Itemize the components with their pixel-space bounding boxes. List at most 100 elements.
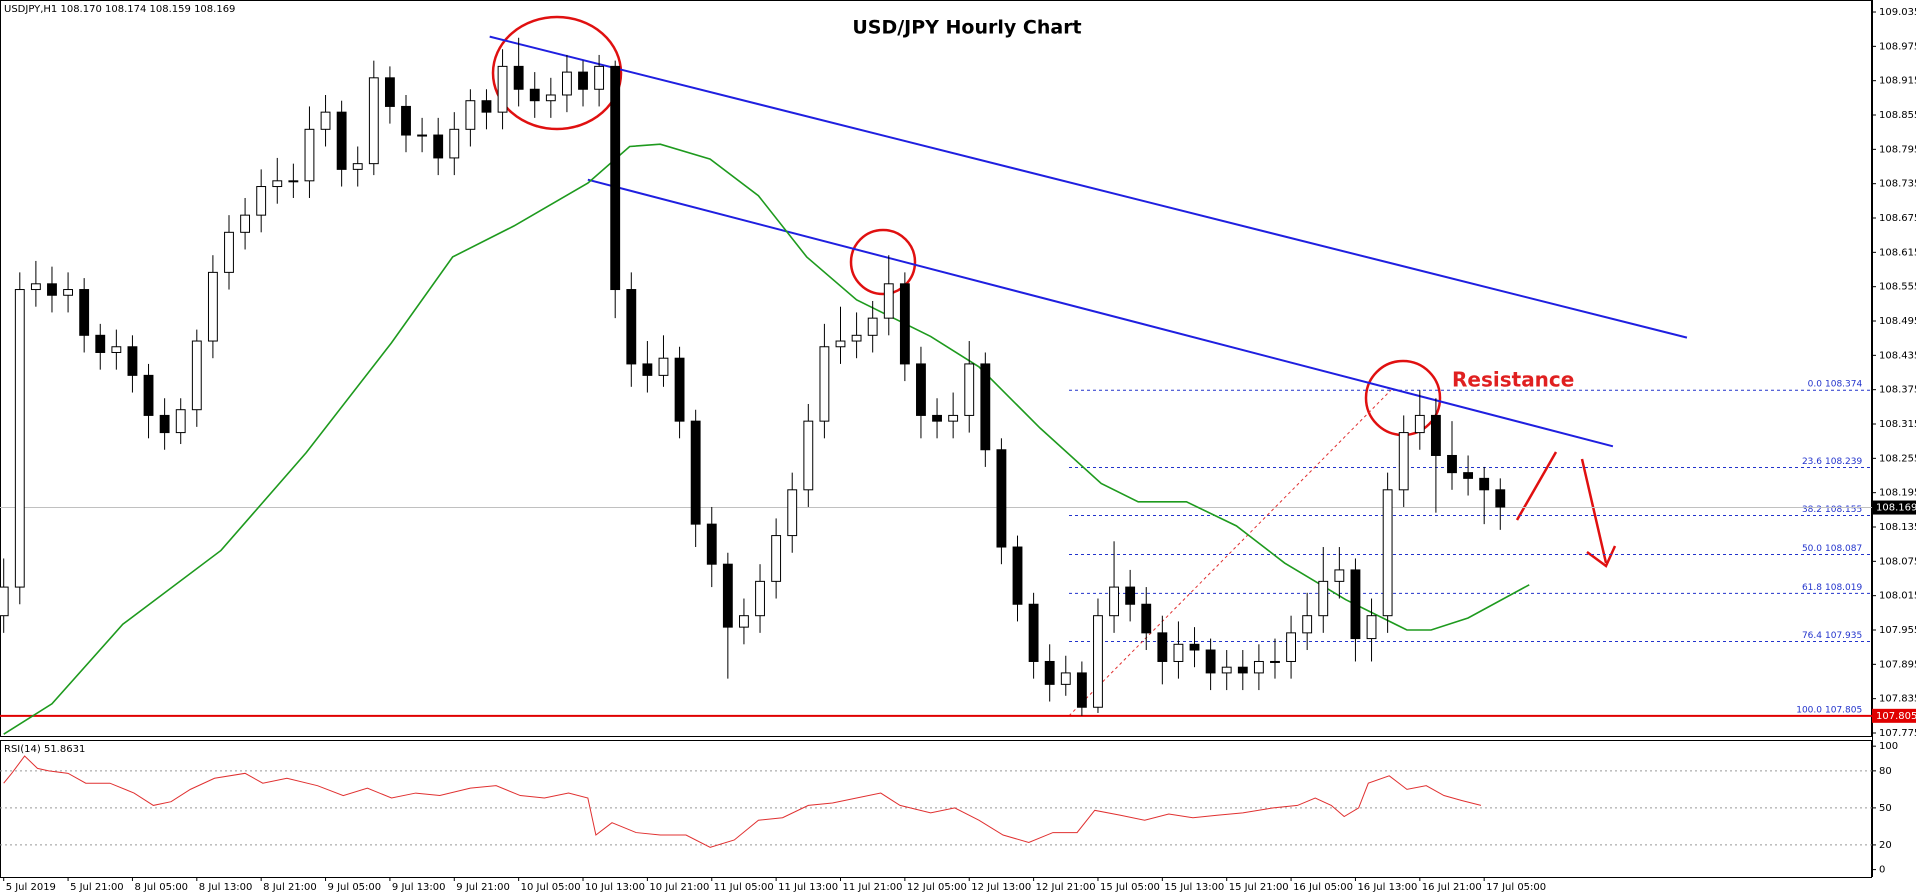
trendline <box>489 35 1688 339</box>
y-tick-label: 108.615 <box>1879 247 1916 258</box>
candle-body <box>240 214 251 233</box>
x-tick-label: 16 Jul 21:00 <box>1422 882 1482 893</box>
candle-body <box>1141 603 1152 634</box>
fib-value: 107.935 <box>1825 631 1862 641</box>
candle-body <box>1414 414 1425 434</box>
candle-body <box>256 186 267 216</box>
x-tick-label: 8 Jul 21:00 <box>263 882 317 893</box>
candle-body <box>1270 660 1280 663</box>
candle-body <box>304 128 315 182</box>
fib-label: 61.8 <box>1802 583 1822 593</box>
candle-body <box>1109 586 1119 617</box>
candle-body <box>288 180 299 183</box>
fib-label: 38.2 <box>1802 505 1822 515</box>
candle-body <box>1173 643 1184 662</box>
candle-body <box>79 289 90 336</box>
candle-body <box>610 65 621 291</box>
candle-body <box>1221 666 1232 674</box>
fib-value: 108.019 <box>1825 583 1862 593</box>
candle-body <box>30 283 41 291</box>
y-tick-label: 108.135 <box>1879 522 1916 533</box>
candle-body <box>690 420 701 525</box>
candle-body <box>1382 489 1393 617</box>
rsi-y-tick-label: 80 <box>1879 766 1892 777</box>
rsi-y-tick-label: 100 <box>1879 741 1898 752</box>
y-tick-label: 107.895 <box>1879 659 1916 670</box>
candle-body <box>867 317 878 336</box>
fib-value: 107.805 <box>1825 705 1862 715</box>
annotations <box>491 15 1617 568</box>
y-tick-label: 108.075 <box>1879 556 1916 567</box>
candle-body <box>835 340 846 348</box>
candle-body <box>1044 660 1055 685</box>
candle-body <box>739 615 749 628</box>
candle-body <box>47 283 57 296</box>
x-tick-label: 9 Jul 13:00 <box>392 882 446 893</box>
candle-body <box>626 289 637 365</box>
fib-value: 108.374 <box>1825 380 1862 390</box>
x-tick-label: 17 Jul 05:00 <box>1486 882 1546 893</box>
candle-body <box>562 71 572 96</box>
candle-body <box>1189 643 1200 651</box>
candle-body <box>1060 672 1071 685</box>
fib-label: 0.0 <box>1808 380 1823 390</box>
candle-body <box>143 374 154 416</box>
y-tick-label: 108.315 <box>1879 419 1916 430</box>
y-tick-label: 108.855 <box>1879 110 1916 121</box>
fib-label: 100.0 <box>1796 705 1822 715</box>
candle-body <box>1495 489 1506 508</box>
candle-body <box>674 357 685 422</box>
x-tick-label: 15 Jul 13:00 <box>1164 882 1224 893</box>
arrow-down <box>1580 458 1608 564</box>
candle-body <box>1205 649 1216 674</box>
y-tick-label: 108.495 <box>1879 316 1916 327</box>
x-tick-label: 5 Jul 21:00 <box>70 882 124 893</box>
candle-body <box>642 363 653 376</box>
candle-body <box>932 414 942 422</box>
y-tick-label: 107.775 <box>1879 728 1916 739</box>
current-price-label: 108.169 <box>1876 503 1916 514</box>
rsi-y-tick-label: 0 <box>1879 865 1885 876</box>
candle-body <box>63 289 73 296</box>
candle-body <box>449 128 460 159</box>
candle-body <box>95 334 106 353</box>
trendline <box>587 178 1614 448</box>
y-tick-label: 107.835 <box>1879 694 1916 705</box>
candle-body <box>948 414 959 422</box>
x-tick-label: 10 Jul 13:00 <box>585 882 645 893</box>
candle-body <box>996 449 1007 548</box>
candle-body <box>899 283 910 365</box>
y-tick-label: 109.035 <box>1879 7 1916 18</box>
x-tick-label: 11 Jul 05:00 <box>714 882 774 893</box>
fib-value: 108.155 <box>1825 505 1862 515</box>
candle-body <box>352 163 363 170</box>
y-tick-label: 108.735 <box>1879 179 1916 190</box>
candle-body <box>1253 660 1264 674</box>
candle-body <box>1463 472 1474 479</box>
annotation: Resistance <box>1452 368 1574 392</box>
x-tick-label: 15 Jul 05:00 <box>1100 882 1160 893</box>
candle-body <box>545 94 556 102</box>
highlight-circle <box>849 228 917 296</box>
x-tick-label: 11 Jul 21:00 <box>842 882 902 893</box>
y-tick-label: 108.915 <box>1879 76 1916 87</box>
header: USDJPY,H1 108.170 108.174 108.159 108.16… <box>4 4 235 15</box>
x-tick-label: 12 Jul 21:00 <box>1036 882 1096 893</box>
candle-body <box>127 346 138 376</box>
x-tick-label: 10 Jul 21:00 <box>649 882 709 893</box>
fib-label: 76.4 <box>1802 631 1822 641</box>
x-tick-label: 12 Jul 13:00 <box>971 882 1031 893</box>
main-panel-border <box>0 0 1872 737</box>
candle-body <box>980 363 991 451</box>
rsi-label: RSI(14) 51.8631 <box>4 744 85 755</box>
y-tick-label: 108.975 <box>1879 41 1916 52</box>
candle-body <box>497 65 508 113</box>
fib-value: 108.239 <box>1825 457 1862 467</box>
candle-body <box>851 334 862 342</box>
candle-body <box>513 65 524 90</box>
candle-body <box>384 77 395 107</box>
candle-body <box>1350 569 1361 640</box>
x-tick-label: 11 Jul 13:00 <box>778 882 838 893</box>
